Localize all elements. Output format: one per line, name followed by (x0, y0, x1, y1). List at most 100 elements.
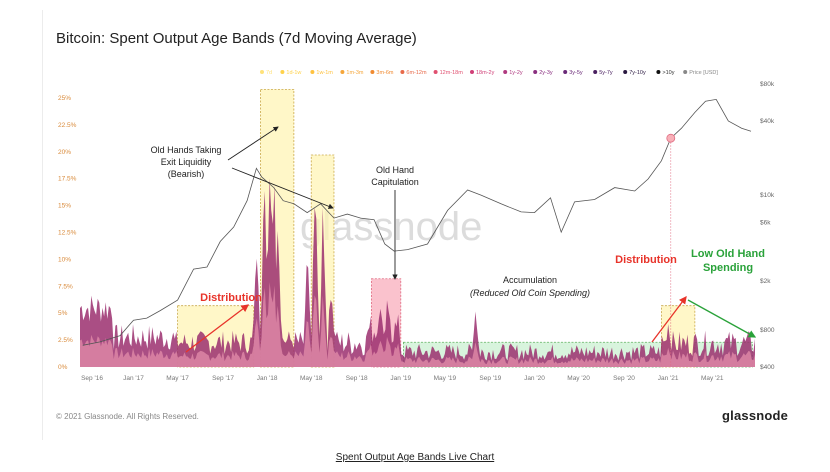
chart-title: Bitcoin: Spent Output Age Bands (7d Movi… (56, 30, 417, 47)
chart-card (42, 10, 793, 440)
legend-label: 1d-1w (286, 70, 301, 76)
legend-item: 6m-12m (400, 70, 427, 76)
x-tick-label: May '19 (434, 375, 457, 382)
y-right-tick-label: $2k (760, 278, 771, 285)
y-left-tick-label: 15% (58, 203, 71, 210)
legend-item: 7d (260, 70, 272, 76)
annotation-text: (Bearish) (168, 169, 205, 179)
y-left-tick-label: 2.5% (58, 337, 73, 344)
legend-swatch (563, 70, 568, 74)
x-tick-label: Jan '18 (257, 375, 278, 382)
x-tick-label: May '21 (701, 375, 724, 382)
legend-swatch (310, 70, 315, 74)
legend-label: 1w-1m (316, 70, 333, 76)
x-tick-label: Jan '21 (658, 375, 679, 382)
legend-swatch (623, 70, 628, 74)
legend-swatch (260, 70, 264, 74)
y-left-tick-label: 5% (58, 310, 68, 317)
legend-label: 5y-7y (599, 70, 613, 76)
y-left-tick-label: 7.5% (58, 283, 73, 290)
legend-swatch (593, 70, 598, 74)
y-right-tick-label: $10k (760, 192, 775, 199)
legend-label: 3y-5y (569, 70, 583, 76)
x-tick-label: May '18 (300, 375, 323, 382)
x-tick-label: Sep '16 (81, 375, 103, 382)
legend-label: 1y-2y (509, 70, 523, 76)
legend-item: 1w-1m (310, 70, 333, 76)
legend-item: >10y (656, 70, 675, 76)
y-left-tick-label: 0% (58, 364, 68, 371)
y-left-tick-label: 17.5% (58, 176, 77, 183)
legend-item: 18m-2y (470, 70, 495, 76)
copyright-text: © 2021 Glassnode. All Rights Reserved. (56, 412, 199, 421)
annotation-text: Distribution (615, 254, 677, 266)
band-area-main (80, 178, 755, 367)
legend-item: 3m-6m (370, 70, 394, 76)
legend-label: 6m-12m (406, 70, 427, 76)
legend-label: 3m-6m (376, 70, 394, 76)
legend-label: Price [USD] (689, 70, 718, 76)
annotation-text: Capitulation (371, 177, 419, 187)
arrow-distribution-2017 (185, 304, 250, 353)
x-tick-label: Jan '17 (123, 375, 144, 382)
y-left-tick-label: 22.5% (58, 122, 77, 129)
annotation-text: Accumulation (503, 275, 557, 285)
legend-swatch (503, 70, 508, 74)
x-tick-label: Sep '19 (479, 375, 501, 382)
x-tick-label: Jan '20 (524, 375, 545, 382)
legend-item: Price [USD] (683, 70, 718, 76)
annotation-text: Distribution (200, 292, 262, 304)
legend-label: 7y-10y (629, 70, 646, 76)
annotation-text: Old Hand (376, 165, 414, 175)
legend-label: 7d (266, 70, 272, 76)
legend-label: 2y-3y (539, 70, 553, 76)
legend-swatch (470, 70, 474, 74)
arrow-distribution-2021 (651, 295, 687, 343)
y-left-tick-label: 12.5% (58, 230, 77, 237)
arrow-exit-2 (231, 167, 334, 209)
legend-label: 1m-3m (346, 70, 364, 76)
legend-item: 1y-2y (503, 70, 523, 76)
price-marker-jan21 (666, 133, 676, 143)
band-area-short (80, 282, 755, 367)
legend-swatch (400, 70, 405, 74)
y-left-tick-label: 25% (58, 95, 71, 102)
x-tick-label: Jan '19 (390, 375, 411, 382)
y-right-tick-label: $400 (760, 364, 775, 371)
annotation-text: (Reduced Old Coin Spending) (470, 288, 590, 298)
y-left-tick-label: 10% (58, 256, 71, 263)
live-chart-link[interactable]: Spent Output Age Bands Live Chart (335, 452, 495, 463)
legend-item: 7y-10y (623, 70, 646, 76)
legend-label: >10y (662, 70, 674, 76)
legend-item: 1d-1w (280, 70, 301, 76)
legend-swatch (280, 70, 285, 74)
legend-item: 12m-18m (433, 70, 464, 76)
arrow-low-spending (687, 299, 757, 338)
annotation-text: Exit Liquidity (161, 157, 212, 167)
legend-swatch (433, 70, 438, 74)
annotation-text: Old Hands Taking (151, 145, 222, 155)
arrow-exit-1 (227, 126, 279, 161)
legend-item: 1m-3m (340, 70, 364, 76)
glassnode-logo: glassnode (722, 408, 789, 423)
annotation-text: Low Old Hand (691, 248, 765, 260)
y-right-tick-label: $800 (760, 327, 775, 334)
x-tick-label: Sep '18 (346, 375, 368, 382)
y-right-tick-label: $80k (760, 81, 775, 88)
annotation-text: Spending (703, 262, 753, 274)
legend-swatch (340, 70, 345, 74)
legend-item: 2y-3y (533, 70, 553, 76)
legend-swatch (683, 70, 688, 74)
x-tick-label: May '17 (166, 375, 189, 382)
y-right-tick-label: $40k (760, 118, 775, 125)
legend-label: 12m-18m (440, 70, 464, 76)
y-right-tick-label: $6k (760, 219, 771, 226)
price-line (82, 98, 752, 346)
live-chart-link-row: Spent Output Age Bands Live Chart (0, 452, 830, 463)
x-tick-label: Sep '20 (613, 375, 635, 382)
x-tick-label: Sep '17 (212, 375, 234, 382)
y-left-tick-label: 20% (58, 149, 71, 156)
legend-swatch (533, 70, 538, 74)
legend-swatch (656, 70, 661, 74)
